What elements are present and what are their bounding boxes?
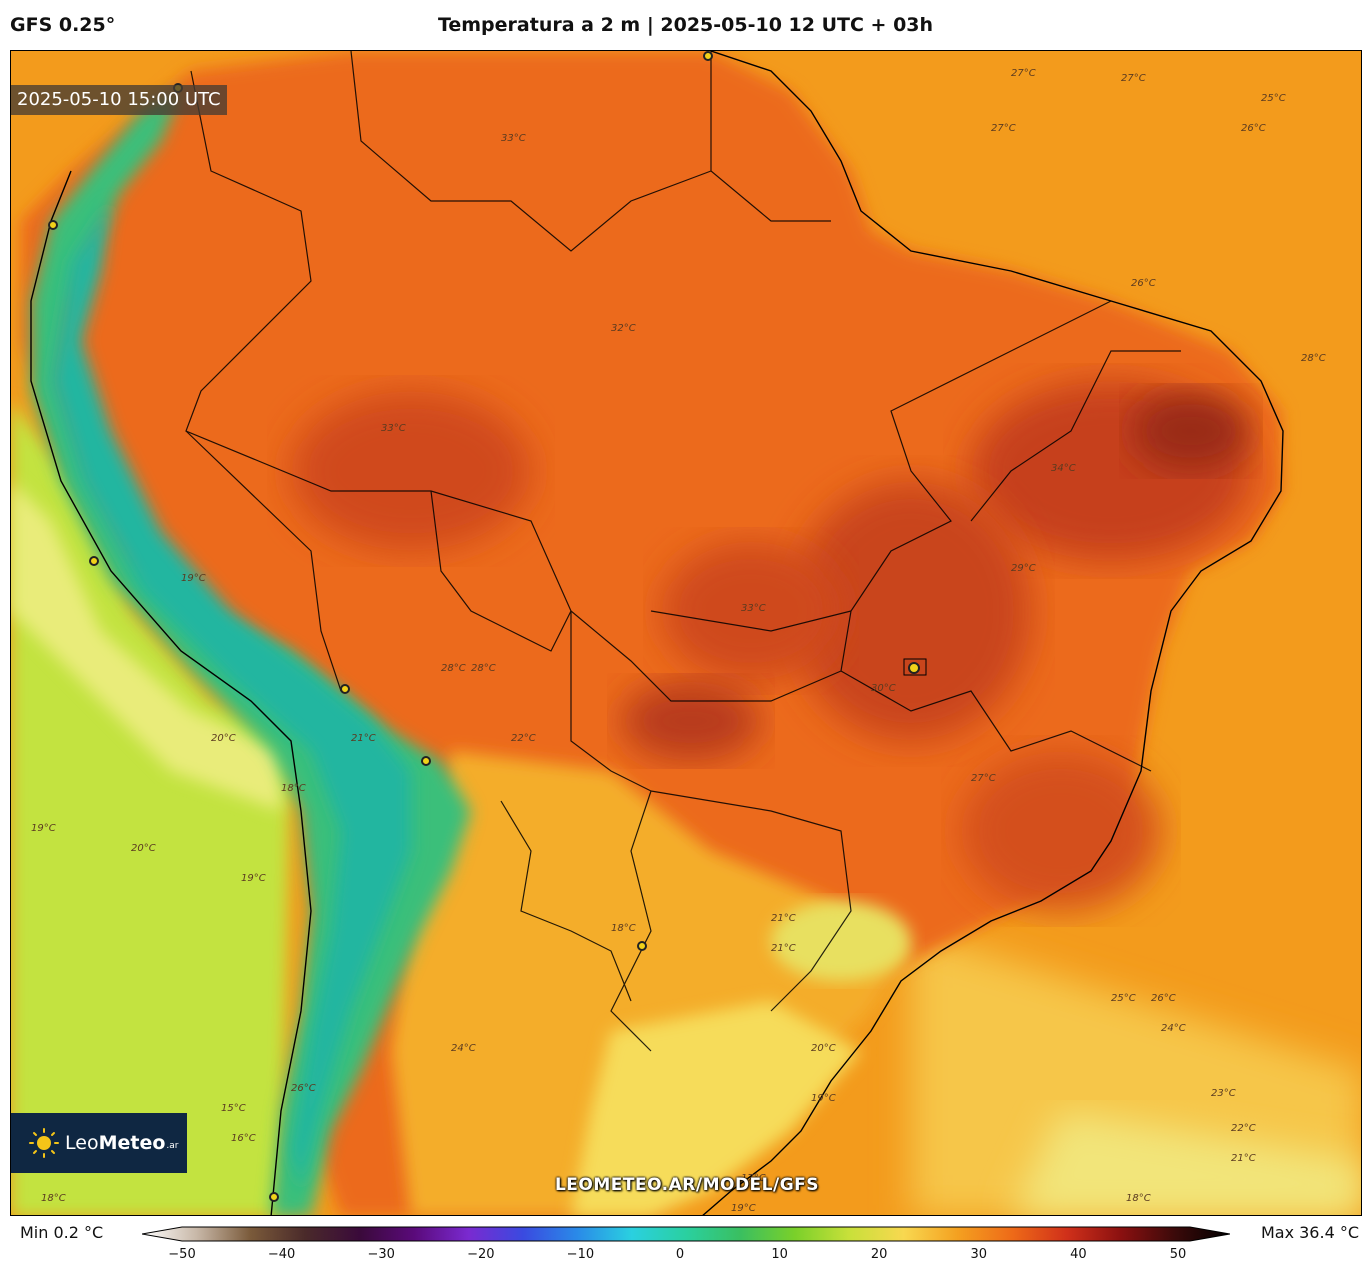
contour-label: 18°C xyxy=(41,1193,66,1204)
colorbar-tick: 40 xyxy=(1070,1247,1087,1262)
contour-label: 27°C xyxy=(1121,73,1146,84)
contour-label: 21°C xyxy=(771,943,796,954)
contour-label: 18°C xyxy=(1126,1193,1151,1204)
contour-label: 18°C xyxy=(281,783,306,794)
logo-wordmark: LeoMeteo xyxy=(65,1132,165,1154)
pacific-coastline xyxy=(30,170,312,1215)
city-marker xyxy=(48,220,58,230)
contour-label: 33°C xyxy=(741,603,766,614)
contour-label: 25°C xyxy=(1261,93,1286,104)
pantanal-core xyxy=(621,681,761,761)
city-marker xyxy=(269,1192,279,1202)
amazon-core xyxy=(291,391,531,551)
contour-label: 33°C xyxy=(381,423,406,434)
contour-label: 15°C xyxy=(221,1103,246,1114)
sun-icon xyxy=(29,1128,59,1158)
contour-label: 30°C xyxy=(871,683,896,694)
country-borders xyxy=(185,51,1181,1052)
city-marker xyxy=(421,756,431,766)
colorbar-tick: −30 xyxy=(367,1247,395,1262)
colorbar-tick: −50 xyxy=(168,1247,196,1262)
contour-label: 32°C xyxy=(611,323,636,334)
contour-label: 24°C xyxy=(1161,1023,1186,1034)
colorbar-tick: 0 xyxy=(675,1247,685,1262)
contour-label: 19°C xyxy=(31,823,56,834)
contour-label: 19°C xyxy=(811,1093,836,1104)
contour-label: 21°C xyxy=(771,913,796,924)
city-marker xyxy=(908,662,920,674)
colorbar-tick: 30 xyxy=(970,1247,988,1262)
contour-label: 17°C xyxy=(741,1173,766,1184)
colorbar-max-label: Max 36.4 °C xyxy=(1260,1223,1359,1242)
model-label: GFS 0.25° xyxy=(10,14,116,36)
south-atlantic-cooler xyxy=(1011,1111,1361,1215)
contour-label: 19°C xyxy=(181,573,206,584)
pacific-coastal xyxy=(11,481,281,811)
contour-label: 27°C xyxy=(971,773,996,784)
contour-label: 21°C xyxy=(351,733,376,744)
andes-high xyxy=(51,201,411,1191)
southeast-core xyxy=(961,751,1161,911)
contour-label: 28°C xyxy=(1301,353,1326,364)
contour-label: 21°C xyxy=(1231,1153,1256,1164)
city-marker xyxy=(637,941,647,951)
colorbar-tick: −20 xyxy=(467,1247,495,1262)
city-marker xyxy=(340,684,350,694)
contour-label: 33°C xyxy=(501,133,526,144)
colorbar-tick: −10 xyxy=(566,1247,595,1262)
contour-label: 16°C xyxy=(231,1133,256,1144)
temperature-map[interactable]: 27°C 27°C 25°C 26°C 27°C 26°C 28°C 33°C 32°C 33°C… xyxy=(10,50,1362,1216)
contour-label: 20°C xyxy=(131,843,156,854)
contour-label: 22°C xyxy=(511,733,536,744)
logo-name-bold: Meteo xyxy=(98,1132,166,1154)
contour-label: 20°C xyxy=(811,1043,836,1054)
contour-label: 19°C xyxy=(731,1203,756,1214)
federal-district-border xyxy=(903,658,927,676)
contour-label: 34°C xyxy=(1051,463,1076,474)
contour-label: 27°C xyxy=(1011,68,1036,79)
contour-labels: 27°C 27°C 25°C 26°C 27°C 26°C 28°C 33°C 32°C 33°C… xyxy=(31,68,1326,1214)
uruguay-cool xyxy=(571,1001,861,1215)
contour-label: 24°C xyxy=(451,1043,476,1054)
contour-label: 28°C xyxy=(441,663,466,674)
contour-label: 19°C xyxy=(241,873,266,884)
contour-label: 26°C xyxy=(1131,278,1156,289)
map-canvas: 27°C 27°C 25°C 26°C 27°C 26°C 28°C 33°C 32°C 33°C… xyxy=(11,51,1361,1215)
atlantic-coastline xyxy=(702,51,1284,1215)
contour-label: 29°C xyxy=(1011,563,1036,574)
logo-name-light: Leo xyxy=(65,1132,99,1154)
temperature-colorbar xyxy=(142,1226,1230,1242)
leometeo-logo[interactable]: LeoMeteo .ar xyxy=(11,1113,187,1173)
contour-label: 23°C xyxy=(1211,1088,1236,1099)
southern-brazil-cool xyxy=(771,901,911,981)
colorbar-min-label: Min 0.2 °C xyxy=(20,1223,104,1242)
city-marker xyxy=(89,556,99,566)
colorbar-tick: 20 xyxy=(870,1247,888,1262)
map-title: Temperatura a 2 m | 2025-05-10 12 UTC + … xyxy=(437,14,934,36)
contour-label: 26°C xyxy=(1241,123,1266,134)
central-hot-core xyxy=(791,481,1031,741)
contour-label: 25°C xyxy=(1111,993,1136,1004)
logo-tld: .ar xyxy=(166,1141,179,1151)
colorbar-tick: 10 xyxy=(771,1247,788,1262)
source-watermark: LEOMETEO.AR/MODEL/GFS xyxy=(554,1175,820,1195)
contour-label: 18°C xyxy=(611,923,636,934)
contour-label: 28°C xyxy=(471,663,496,674)
valid-time-label: 2025-05-10 15:00 UTC xyxy=(11,85,227,115)
northeast-extreme-core xyxy=(1131,391,1251,471)
contour-label: 22°C xyxy=(1231,1123,1256,1134)
colorbar-tick: 50 xyxy=(1169,1247,1187,1262)
contour-label: 26°C xyxy=(1151,993,1176,1004)
colorbar-tick: −40 xyxy=(267,1247,296,1262)
mato-grosso-core xyxy=(661,541,841,681)
city-marker xyxy=(703,51,713,61)
contour-label: 27°C xyxy=(991,123,1016,134)
contour-label: 26°C xyxy=(291,1083,316,1094)
contour-label: 20°C xyxy=(211,733,236,744)
